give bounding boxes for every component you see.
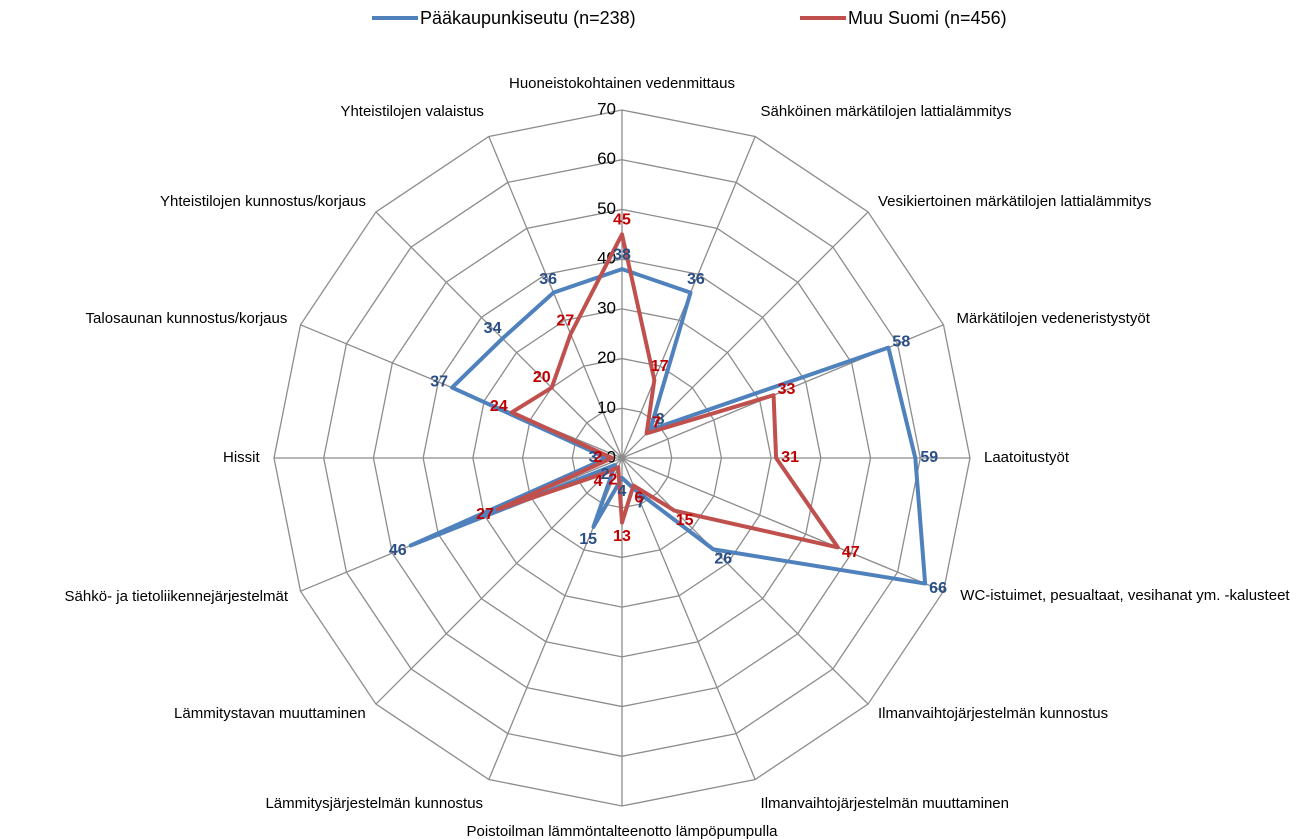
data-label: 15 [676,512,694,529]
legend-label: Muu Suomi (n=456) [848,8,1007,28]
data-label: 20 [533,369,551,386]
data-label: 58 [892,334,910,351]
y-tick-label: 50 [597,199,616,218]
spoke [375,211,623,459]
data-label: 36 [687,271,705,288]
y-tick-label: 10 [597,398,616,417]
data-label: 6 [634,490,643,507]
data-label: 13 [613,528,631,545]
category-label: Yhteistilojen kunnostus/korjaus [160,193,366,211]
data-label: 47 [842,544,860,561]
data-label: 24 [490,398,508,415]
spoke [621,457,756,780]
data-label: 2 [601,466,610,483]
data-label: 4 [618,483,627,500]
data-label: 27 [556,312,574,329]
data-label: 2 [608,471,617,488]
data-label: 46 [389,542,407,559]
data-label: 26 [714,551,732,568]
data-label: 66 [929,580,947,597]
data-label: 27 [476,506,494,523]
data-label: 7 [636,494,645,511]
series-line [408,267,928,586]
y-tick-label: 30 [597,298,616,317]
data-label: 15 [579,531,597,548]
data-label: 7 [652,415,661,432]
data-label: 36 [539,271,557,288]
data-label: 37 [430,373,448,390]
category-label: Huoneistokohtainen vedenmittaus [509,75,735,92]
data-label: 3 [589,449,598,466]
data-label: 2 [594,449,603,466]
category-label: Sähköinen märkätilojen lattialämmitys [760,102,1012,120]
data-label: 34 [484,320,502,337]
category-label: WC-istuimet, pesualtaat, vesihanat ym. -… [960,586,1290,604]
category-label: Lämmitysjärjestelmän kunnostus [265,795,484,813]
data-label: 31 [781,449,799,466]
category-label: Ilmanvaihtojärjestelmän kunnostus [877,704,1109,722]
spoke [621,457,944,592]
y-tick-label: 20 [597,348,616,367]
category-label: Yhteistilojen valaistus [340,102,484,120]
series-line [495,232,840,550]
data-label: 59 [920,449,938,466]
data-label: 4 [594,473,603,490]
data-label: 17 [651,358,669,375]
category-label: Laatoitustyöt [984,449,1070,466]
category-label: Vesikiertoinen märkätilojen lattialämmit… [877,193,1152,211]
category-label: Sähkö- ja tietoliikennejärjestelmät [64,587,288,605]
spoke [621,457,869,705]
data-label: 45 [613,212,631,229]
category-label: Talosaunan kunnostus/korjaus [85,310,288,328]
spoke [375,457,623,705]
category-label: Lämmitystavan muuttaminen [174,704,366,722]
spoke [621,211,869,459]
legend-label: Pääkaupunkiseutu (n=238) [420,8,636,28]
data-label: 8 [656,411,665,428]
category-label: Hissit [223,449,260,466]
y-tick-label: 70 [597,99,616,118]
y-tick-label: 60 [597,149,616,168]
category-label: Poistoilman lämmöntalteenotto lämpöpumpu… [466,823,778,839]
data-label: 33 [778,381,796,398]
spoke [488,136,623,459]
category-label: Märkätilojen vedeneristystyöt [956,310,1150,328]
category-label: Ilmanvaihtojärjestelmän muuttaminen [760,795,1009,813]
data-label: 38 [613,246,631,263]
